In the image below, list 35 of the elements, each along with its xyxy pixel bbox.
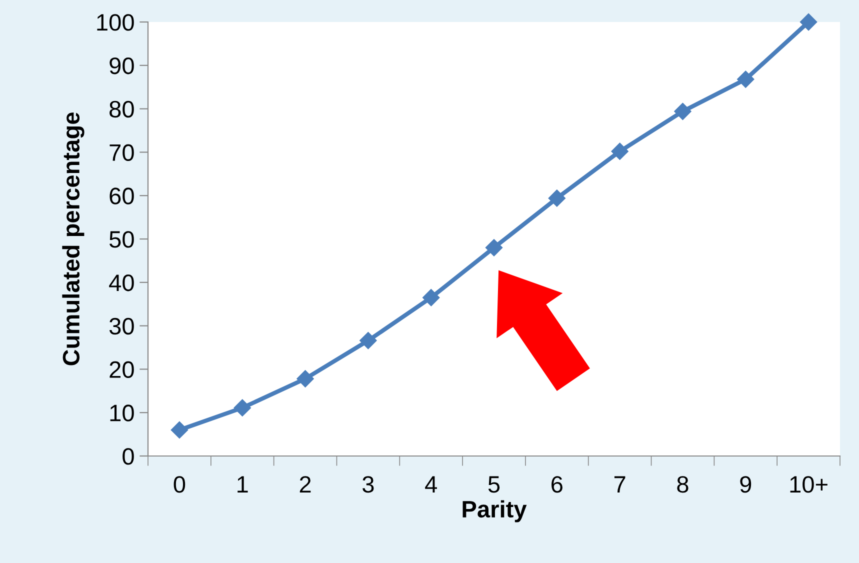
point xyxy=(170,421,188,439)
y-tick-label: 20 xyxy=(110,361,134,378)
y-tick-label: 50 xyxy=(109,231,134,248)
y-tick-label: 0 xyxy=(122,448,134,465)
x-tick-label: 6 xyxy=(552,476,562,493)
x-tick-label: 5 xyxy=(488,476,500,493)
x-tick-label: 9 xyxy=(740,476,752,493)
y-tick-label: 80 xyxy=(110,100,134,118)
y-tick-label: 70 xyxy=(110,144,134,161)
point xyxy=(485,239,503,256)
y-tick-label: 100 xyxy=(97,14,134,31)
x-tick-label: 7 xyxy=(614,476,626,493)
point xyxy=(422,289,440,306)
y-tick-label: 60 xyxy=(110,188,134,204)
point xyxy=(674,102,692,120)
y-tick-label: 40 xyxy=(109,274,134,292)
y-tick-label: 10 xyxy=(110,404,134,422)
x-tick-label: 8 xyxy=(677,476,688,493)
point xyxy=(296,370,314,388)
y-tick-label: 30 xyxy=(109,318,134,335)
x-tick-label: 10+ xyxy=(790,476,828,493)
x-tick-label: 2 xyxy=(300,476,311,493)
point xyxy=(234,399,251,416)
x-tick-label: 1 xyxy=(238,476,248,493)
point xyxy=(737,70,754,88)
x-tick-label: 3 xyxy=(362,476,374,493)
x-axis-title: Parity xyxy=(462,500,527,522)
y-tick-label: 90 xyxy=(110,57,134,74)
y-axis-title: Cumulated percentage xyxy=(62,112,84,366)
point xyxy=(611,142,628,160)
x-tick-label: 4 xyxy=(425,476,437,493)
point xyxy=(360,332,377,350)
x-tick-label: 0 xyxy=(174,476,186,493)
point xyxy=(548,190,566,207)
point xyxy=(800,13,818,31)
